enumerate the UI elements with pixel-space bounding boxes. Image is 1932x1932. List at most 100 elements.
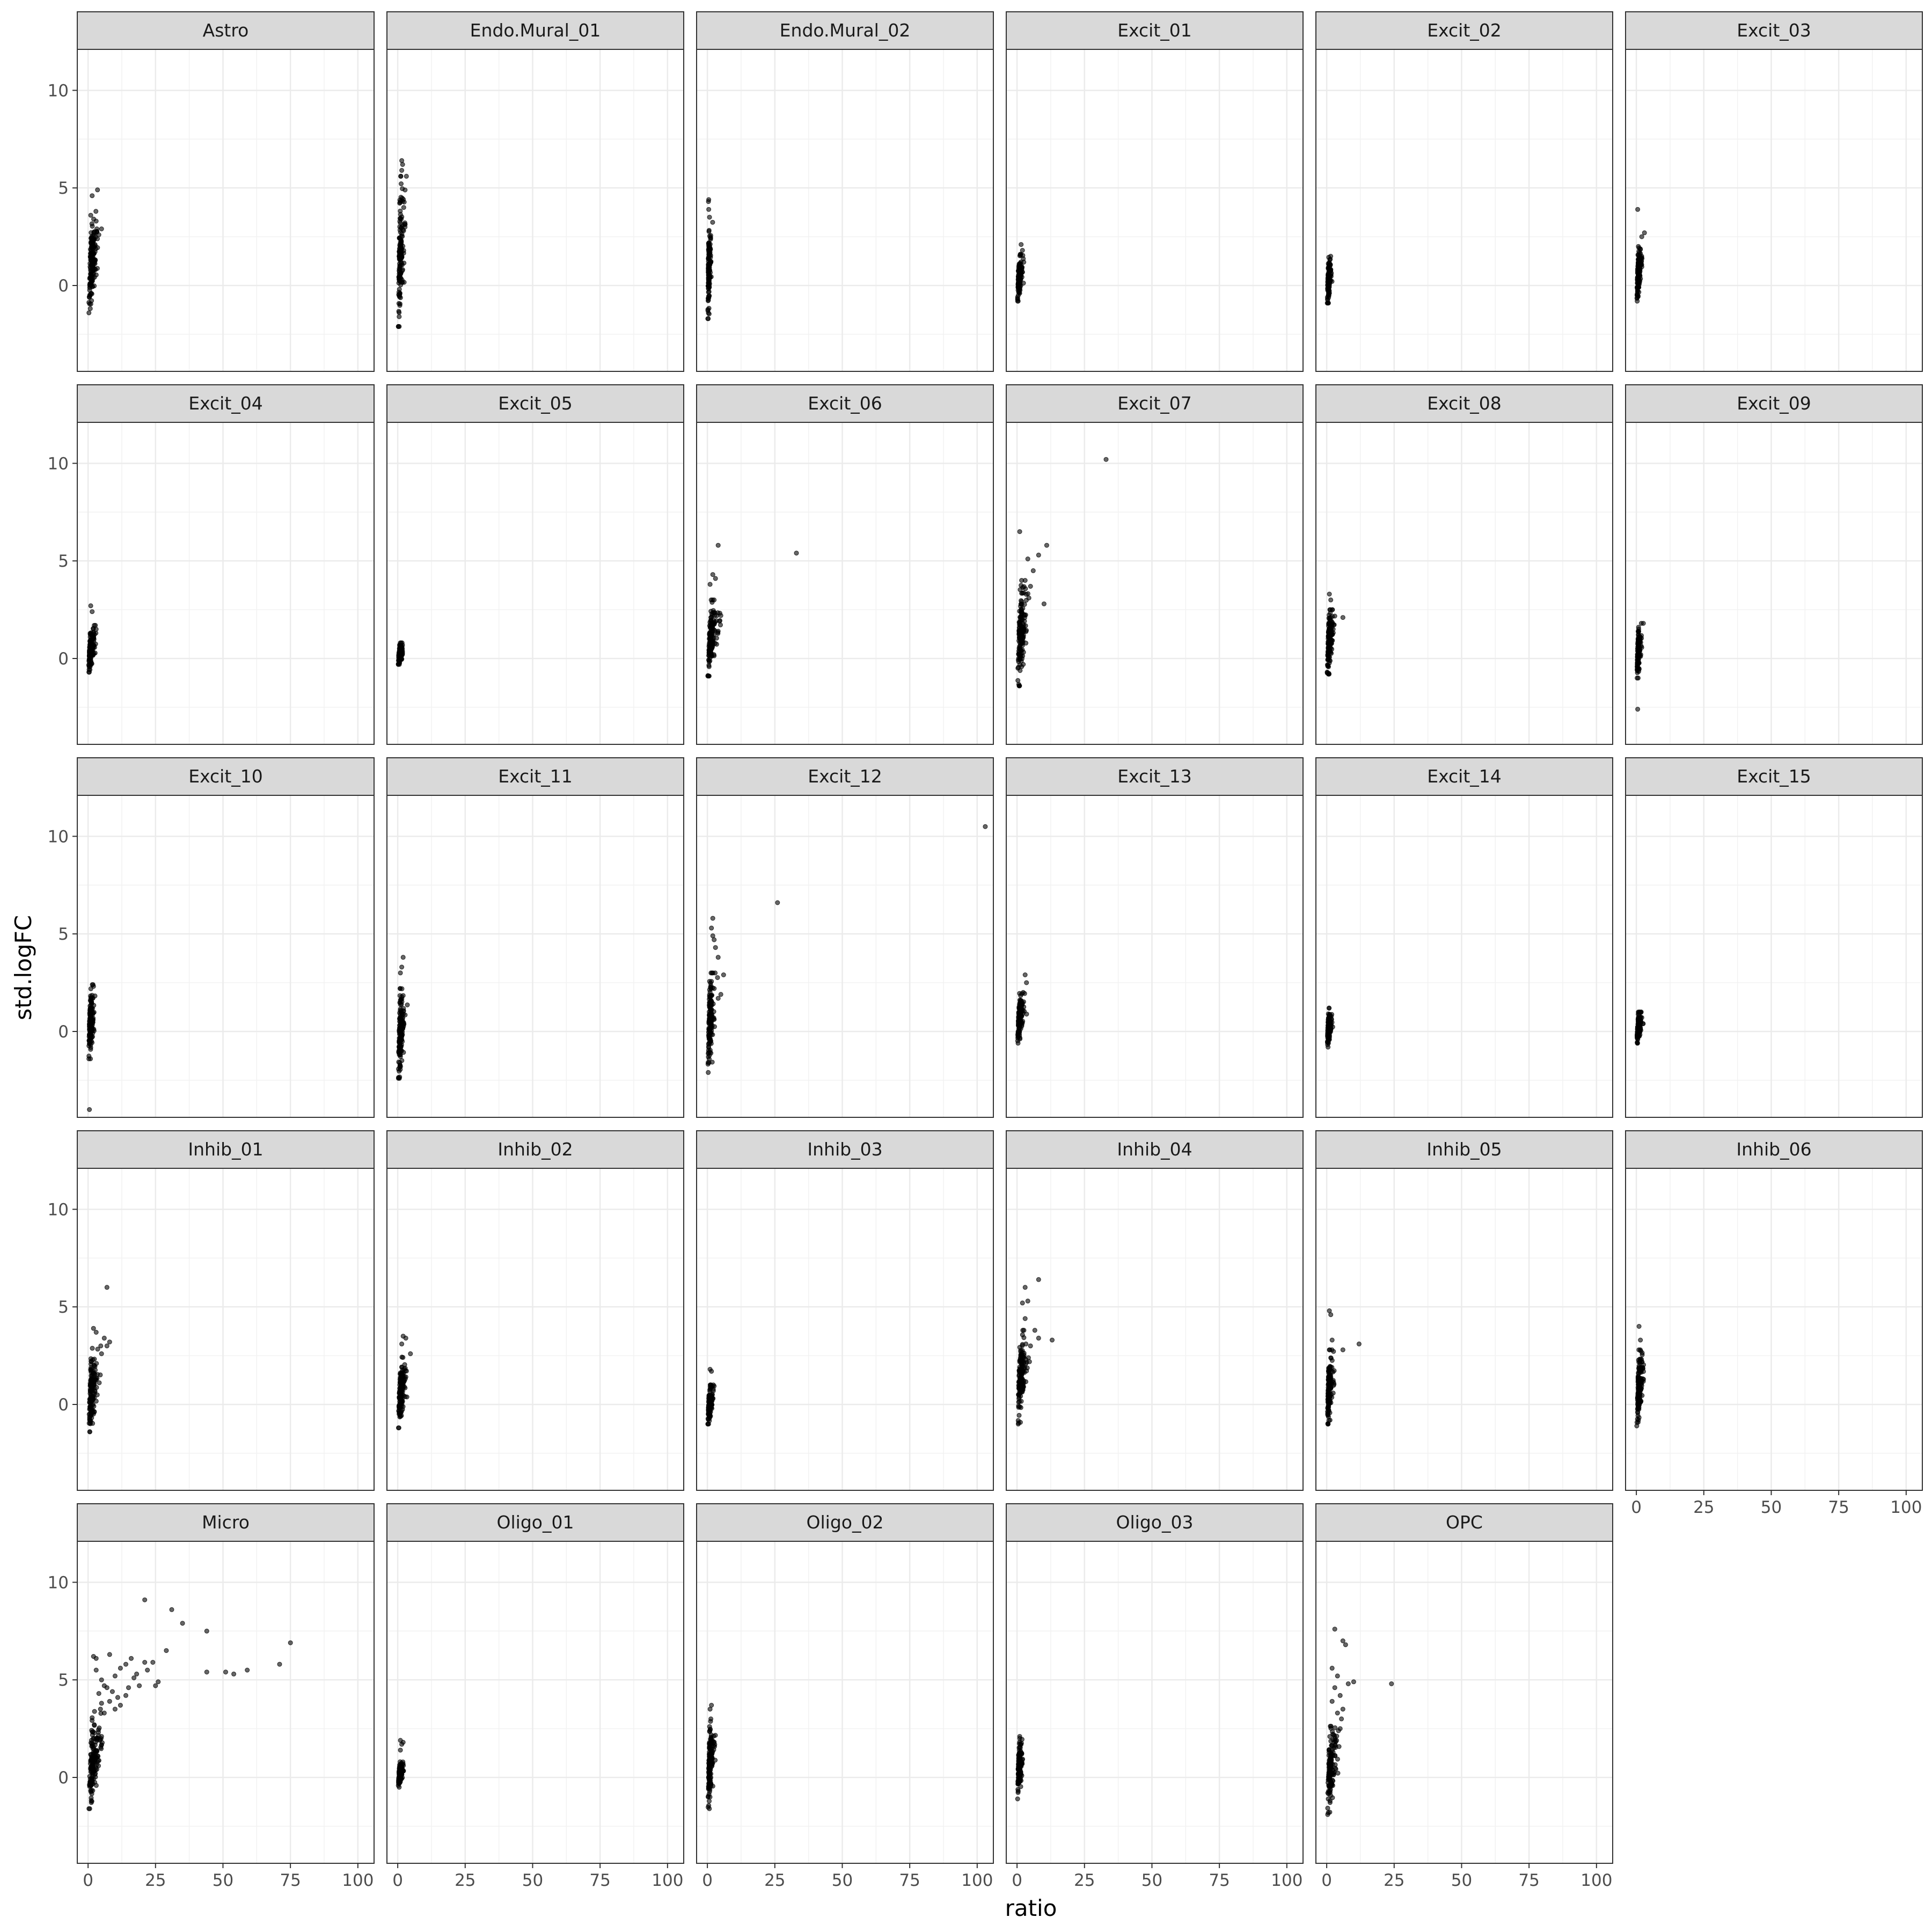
- data-point: [97, 1725, 102, 1731]
- data-point: [1023, 591, 1029, 597]
- facet-strip: [696, 11, 994, 50]
- data-point: [101, 1710, 107, 1716]
- data-point: [1328, 1375, 1334, 1380]
- facet-strip-label: Excit_08: [1427, 393, 1502, 414]
- data-point: [1020, 248, 1025, 253]
- data-point: [99, 1351, 104, 1356]
- facet-panel: Astro: [77, 11, 375, 372]
- data-point: [88, 213, 93, 218]
- data-point: [134, 1671, 140, 1677]
- data-point: [709, 993, 714, 998]
- data-point: [1328, 1356, 1334, 1361]
- data-point: [1018, 630, 1023, 635]
- data-point: [95, 187, 100, 193]
- data-point: [396, 1425, 401, 1431]
- data-point: [87, 1022, 93, 1028]
- data-point: [1018, 1769, 1023, 1774]
- data-point: [99, 1746, 104, 1751]
- facet-strip-label: Excit_12: [808, 766, 882, 787]
- data-point: [1635, 294, 1641, 299]
- data-point: [1327, 1366, 1332, 1371]
- data-point: [142, 1660, 148, 1665]
- data-point: [1326, 295, 1331, 300]
- data-point: [399, 1381, 404, 1387]
- data-point: [397, 1029, 402, 1035]
- data-point: [396, 1075, 401, 1080]
- data-point: [86, 310, 92, 316]
- data-point: [89, 652, 94, 657]
- data-point: [1017, 1399, 1022, 1404]
- facet-strip-label: Inhib_04: [1117, 1139, 1192, 1160]
- data-point: [708, 235, 713, 240]
- facet-strip-label: Excit_13: [1117, 766, 1192, 787]
- data-point: [1327, 1012, 1333, 1017]
- data-point: [1340, 1347, 1345, 1352]
- data-point: [123, 1662, 128, 1667]
- data-point: [715, 543, 721, 548]
- data-point: [288, 1640, 293, 1645]
- data-point: [1328, 597, 1334, 603]
- facet-strip: [1315, 11, 1613, 50]
- data-point: [1018, 643, 1022, 649]
- data-point: [709, 925, 714, 931]
- data-point: [404, 173, 409, 179]
- data-point: [398, 1063, 402, 1068]
- facet-strip: [1625, 11, 1923, 50]
- data-point: [1032, 1328, 1037, 1333]
- facet-strip-label: Oligo_01: [497, 1512, 574, 1533]
- data-point: [87, 288, 92, 293]
- data-point: [706, 1036, 712, 1042]
- data-point: [115, 1695, 120, 1700]
- data-point: [396, 309, 401, 314]
- data-point: [401, 260, 407, 266]
- data-point: [231, 1671, 237, 1677]
- facet-panel: Inhib_06: [1625, 1130, 1923, 1491]
- data-point: [89, 1000, 94, 1005]
- data-point: [1022, 1316, 1028, 1321]
- data-point: [1326, 657, 1331, 662]
- data-point: [707, 1781, 713, 1786]
- data-point: [1636, 261, 1641, 266]
- data-point: [277, 1662, 282, 1667]
- data-point: [1636, 273, 1641, 278]
- facet-strip-label: Inhib_02: [497, 1139, 573, 1160]
- data-point: [399, 1019, 404, 1024]
- data-point: [712, 937, 717, 942]
- data-point: [706, 653, 712, 658]
- facet-panel: Excit_02: [1315, 11, 1613, 372]
- data-point: [88, 1379, 93, 1384]
- data-point: [107, 1699, 112, 1704]
- data-point: [86, 1053, 92, 1059]
- data-point: [1020, 585, 1026, 590]
- data-point: [131, 1675, 137, 1680]
- data-point: [1637, 1347, 1643, 1352]
- data-point: [1339, 1716, 1344, 1722]
- data-point: [1016, 290, 1022, 295]
- data-point: [707, 1767, 712, 1772]
- facet-panel: Inhib_05: [1315, 1130, 1613, 1491]
- data-point: [1016, 284, 1022, 290]
- data-point: [93, 1783, 99, 1788]
- data-point: [1024, 980, 1029, 985]
- data-point: [397, 653, 402, 658]
- data-point: [1640, 1352, 1645, 1357]
- facet-panel: Excit_09: [1625, 384, 1923, 745]
- data-point: [98, 1372, 103, 1378]
- data-point: [99, 1701, 104, 1706]
- facet-panel: Endo.Mural_02: [696, 11, 994, 372]
- data-point: [87, 1107, 92, 1112]
- data-point: [400, 1762, 405, 1768]
- data-point: [397, 646, 402, 651]
- panel-background: [1626, 49, 1922, 371]
- data-point: [708, 1029, 713, 1034]
- data-point: [707, 1013, 712, 1018]
- data-point: [91, 1776, 96, 1782]
- data-point: [1022, 972, 1028, 977]
- facet-strip-label: Excit_04: [188, 393, 263, 414]
- panel-points: [705, 197, 715, 321]
- data-point: [245, 1667, 250, 1673]
- data-point: [88, 272, 93, 276]
- data-point: [123, 1693, 128, 1698]
- panel-points: [1324, 254, 1335, 306]
- facet-panels: Astro Endo.Mural_01 Endo.Mural_02 Excit_01 E…: [77, 11, 1923, 1864]
